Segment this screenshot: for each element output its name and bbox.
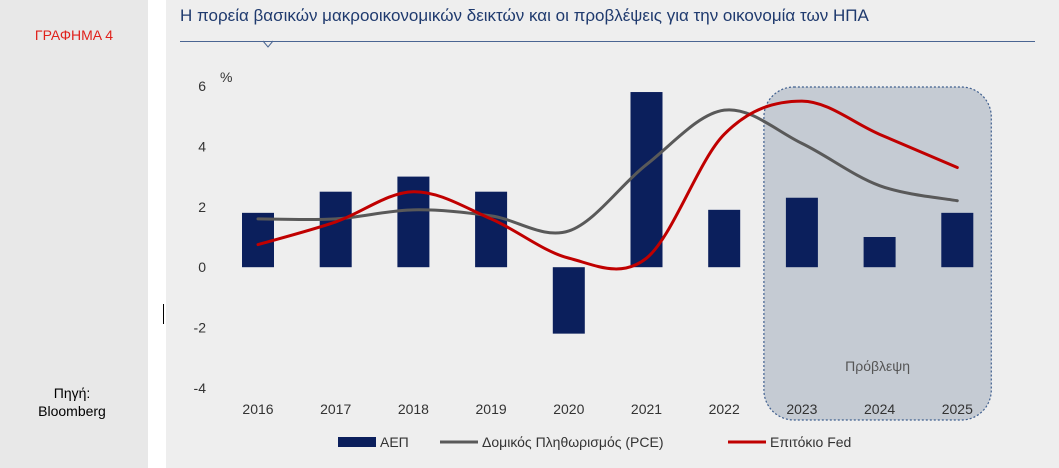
chart-title: Η πορεία βασικών μακροοικονομικών δεικτώ…	[180, 6, 869, 25]
text-cursor	[163, 304, 164, 324]
legend-fed-rate: Επιτόκιο Fed	[728, 434, 851, 450]
legend-gdp-label: ΑΕΠ	[380, 434, 409, 450]
title-rule	[180, 41, 1035, 42]
source-label: Πηγή:	[53, 385, 91, 401]
x-tick-label: 2020	[553, 401, 584, 417]
x-tick-label: 2018	[398, 401, 429, 417]
bar-gdp-2024	[863, 237, 896, 268]
x-tick-label: 2022	[709, 401, 740, 417]
x-tick-label: 2019	[476, 401, 507, 417]
bar-gdp-2017	[319, 191, 352, 268]
legend-gdp: ΑΕΠ	[338, 434, 409, 450]
y-tick-label: 6	[198, 78, 206, 94]
sidebar: ΓΡΑΦΗΜΑ 4 Πηγή: Bloomberg	[0, 0, 148, 468]
bar-gdp-2023	[785, 197, 818, 268]
legend-core-pce: Δομικός Πληθωρισμός (PCE)	[440, 434, 664, 450]
y-tick-label: 4	[198, 138, 206, 154]
bar-gdp-2018	[397, 176, 430, 268]
y-tick-label: -2	[194, 320, 207, 336]
gutter	[148, 0, 166, 468]
x-tick-label: 2016	[242, 401, 273, 417]
bar-gdp-2025	[941, 212, 974, 268]
y-tick-label: 0	[198, 259, 206, 275]
x-tick-label: 2021	[631, 401, 662, 417]
bar-gdp-2020	[552, 267, 585, 334]
line-fed-rate	[256, 99, 959, 271]
y-axis-unit: %	[220, 69, 232, 85]
legend-core-pce-label: Δομικός Πληθωρισμός (PCE)	[482, 434, 664, 450]
bar-gdp-2022	[708, 209, 741, 268]
x-tick-label: 2025	[942, 401, 973, 417]
title-pointer	[262, 40, 274, 48]
source-name: Bloomberg	[38, 403, 106, 419]
y-tick-label: -4	[194, 380, 207, 396]
bar-gdp-2019	[475, 191, 508, 268]
forecast-label: Πρόβλεψη	[845, 358, 910, 374]
y-tick-label: 2	[198, 199, 206, 215]
x-tick-label: 2024	[864, 401, 895, 417]
bar-gdp-2021	[630, 92, 663, 268]
legend-gdp-swatch	[338, 437, 376, 447]
legend-fed-rate-label: Επιτόκιο Fed	[770, 434, 851, 450]
x-tick-label: 2017	[320, 401, 351, 417]
figure-label: ΓΡΑΦΗΜΑ 4	[34, 27, 114, 43]
source-note: Πηγή: Bloomberg	[10, 384, 134, 420]
line-core-pce	[256, 108, 959, 235]
x-tick-label: 2023	[786, 401, 817, 417]
